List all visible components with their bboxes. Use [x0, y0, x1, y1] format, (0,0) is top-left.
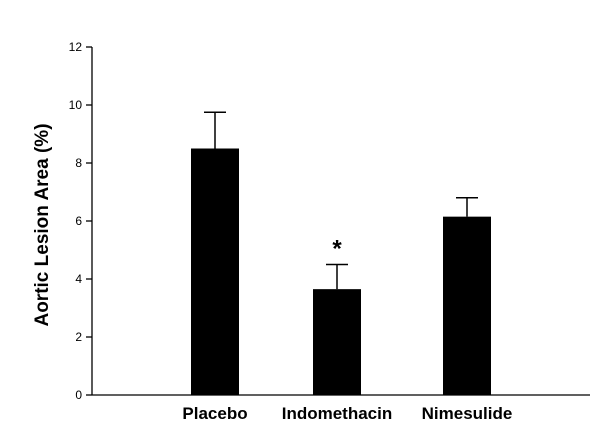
bar-nimesulide: [443, 216, 491, 395]
bars: [191, 148, 491, 395]
significance-annotation: *: [332, 236, 342, 263]
y-tick-label: 0: [75, 388, 82, 402]
category-label: Indomethacin: [282, 404, 393, 423]
y-tick-label: 8: [75, 156, 82, 170]
y-tick-label: 10: [69, 98, 83, 112]
y-axis-ticks: 0 2 4 6 8 10 12: [69, 40, 92, 402]
y-tick-label: 4: [75, 272, 82, 286]
annotations: *: [332, 236, 342, 263]
y-tick-label: 6: [75, 214, 82, 228]
error-bars: [204, 111, 478, 290]
bar-indomethacin: [313, 289, 361, 395]
y-axis-title: Aortic Lesion Area (%): [32, 123, 53, 326]
category-label: Placebo: [182, 404, 247, 423]
y-tick-label: 2: [75, 330, 82, 344]
category-label: Nimesulide: [422, 404, 513, 423]
y-tick-label: 12: [69, 40, 83, 54]
bar-placebo: [191, 148, 239, 395]
category-labels: Placebo Indomethacin Nimesulide: [182, 404, 512, 423]
